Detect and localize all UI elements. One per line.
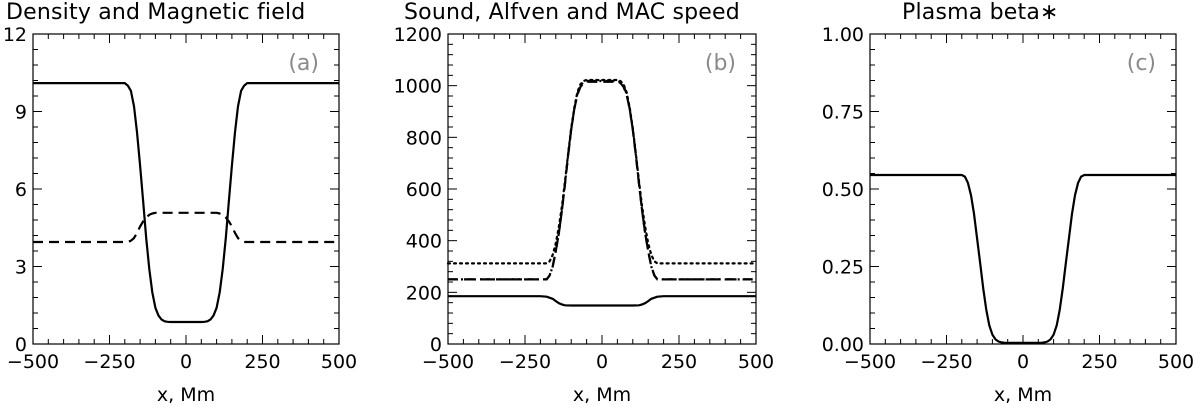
panel-b-y-tick-label: 1000	[394, 76, 442, 98]
panel-c-letter: (c)	[1127, 51, 1156, 76]
panel-b-letter: (b)	[705, 51, 736, 76]
panel-c-y-tick-label: 0.50	[822, 179, 864, 201]
panel-b-x-tick-label: 0	[596, 351, 608, 373]
panel-b-series-dashdot-line	[448, 79, 756, 281]
panel-c-frame	[869, 33, 1177, 345]
panel-b-series-solid-line	[448, 295, 756, 307]
panel-b-x-label: x, Mm	[573, 384, 631, 405]
panel-a-x-tick-label: −500	[7, 351, 59, 373]
panel-a-y-tick-label: 3	[15, 257, 27, 279]
panel-c-x-tick-label: −500	[844, 351, 896, 373]
panel-c-y-tick-label: 0.00	[822, 334, 864, 356]
panel-a-x-tick-label: 250	[244, 351, 280, 373]
panel-c-series-solid-line	[870, 173, 1176, 344]
panel-c-y-tick-label: 0.75	[822, 102, 864, 124]
panel-b-y-tick-label: 0	[430, 334, 442, 356]
panel-b-x-tick-label: 500	[738, 351, 774, 373]
panel-b-x-tick-label: −500	[422, 351, 474, 373]
panel-a-x-label: x, Mm	[157, 384, 215, 405]
panel-b-y-tick-label: 600	[406, 179, 442, 201]
panel-b-y-tick-label: 800	[406, 127, 442, 149]
panel-a-series-solid-line	[33, 81, 339, 324]
panel-a-x-tick-label: 0	[180, 351, 192, 373]
panel-b-x-tick-label: 250	[661, 351, 697, 373]
panel-a-y-tick-label: 12	[3, 24, 27, 46]
panel-b-y-tick-label: 400	[406, 231, 442, 253]
panel-a-x-tick-label: −250	[83, 351, 135, 373]
panel-b-series-dotted-line	[446, 78, 758, 265]
panel-b-title: Sound, Alfven and MAC speed	[404, 0, 740, 25]
panel-a-x-tick-label: 500	[321, 351, 357, 373]
panel-b-x-tick-label: −250	[499, 351, 551, 373]
panel-a-title: Density and Magnetic field	[6, 0, 306, 25]
panel-a-series-dashed-line	[33, 211, 339, 244]
panel-a-y-tick-label: 9	[15, 102, 27, 124]
panel-c-y-tick-label: 1.00	[822, 24, 864, 46]
panel-b-y-tick-label: 1200	[394, 24, 442, 46]
panel-c-x-tick-label: 500	[1158, 351, 1194, 373]
panel-c-y-tick-label: 0.25	[822, 257, 864, 279]
panel-c-x-tick-label: −250	[920, 351, 972, 373]
panel-b-y-tick-label: 200	[406, 282, 442, 304]
panel-b-series-dashed-line	[448, 80, 756, 281]
panel-a-y-tick-label: 6	[15, 179, 27, 201]
panel-a-y-tick-label: 0	[15, 334, 27, 356]
panel-a-frame	[32, 33, 340, 345]
panel-c-x-tick-label: 0	[1017, 351, 1029, 373]
panel-c-title: Plasma beta∗	[902, 0, 1059, 25]
panel-c-x-label: x, Mm	[994, 384, 1052, 405]
panel-c-x-tick-label: 250	[1081, 351, 1117, 373]
panel-a-letter: (a)	[288, 51, 319, 76]
